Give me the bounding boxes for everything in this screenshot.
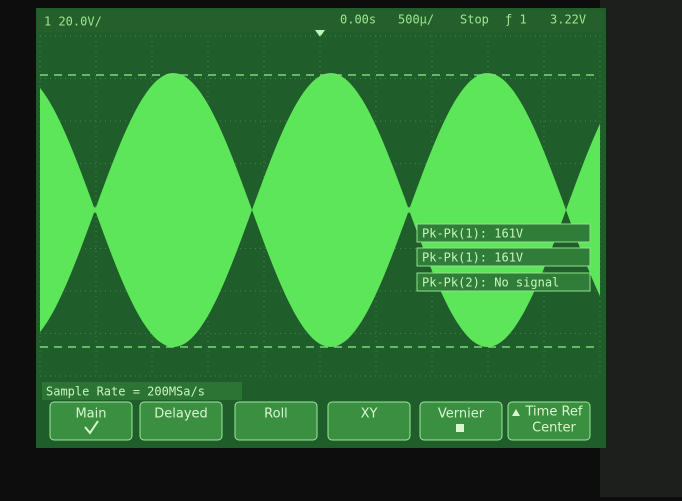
box-icon [456,424,464,432]
oscilloscope-photo: 1 20.0V/ 0.00s 500µ/ Stop ƒ 1 3.22V Pk-P… [0,0,682,497]
measurement: Pk-Pk(2): No signal [422,276,559,290]
softkey-label: Delayed [154,407,208,422]
measurement: Pk-Pk(1): 161V [422,227,523,241]
softkey-label: Vernier [438,407,485,422]
trigger: ƒ 1 [505,13,527,27]
run-state: Stop [460,13,489,27]
softkey-label: Main [75,407,106,422]
measurements: Pk-Pk(1): 161V Pk-Pk(1): 161V Pk-Pk(2): … [417,224,590,291]
sample-rate: Sample Rate = 200MSa/s [46,385,205,399]
trigger-level: 3.22V [550,13,586,27]
softkey-label: Roll [264,407,288,422]
measurement: Pk-Pk(1): 161V [422,251,523,265]
time-scale: 500µ/ [398,13,434,27]
channel-scale: 1 20.0V/ [44,15,102,29]
softkey-sub: Center [532,421,576,436]
softkey-label: Time Ref [525,405,583,420]
bezel-side [600,0,682,497]
softkey-label: XY [361,407,378,422]
time-offset: 0.00s [340,13,376,27]
